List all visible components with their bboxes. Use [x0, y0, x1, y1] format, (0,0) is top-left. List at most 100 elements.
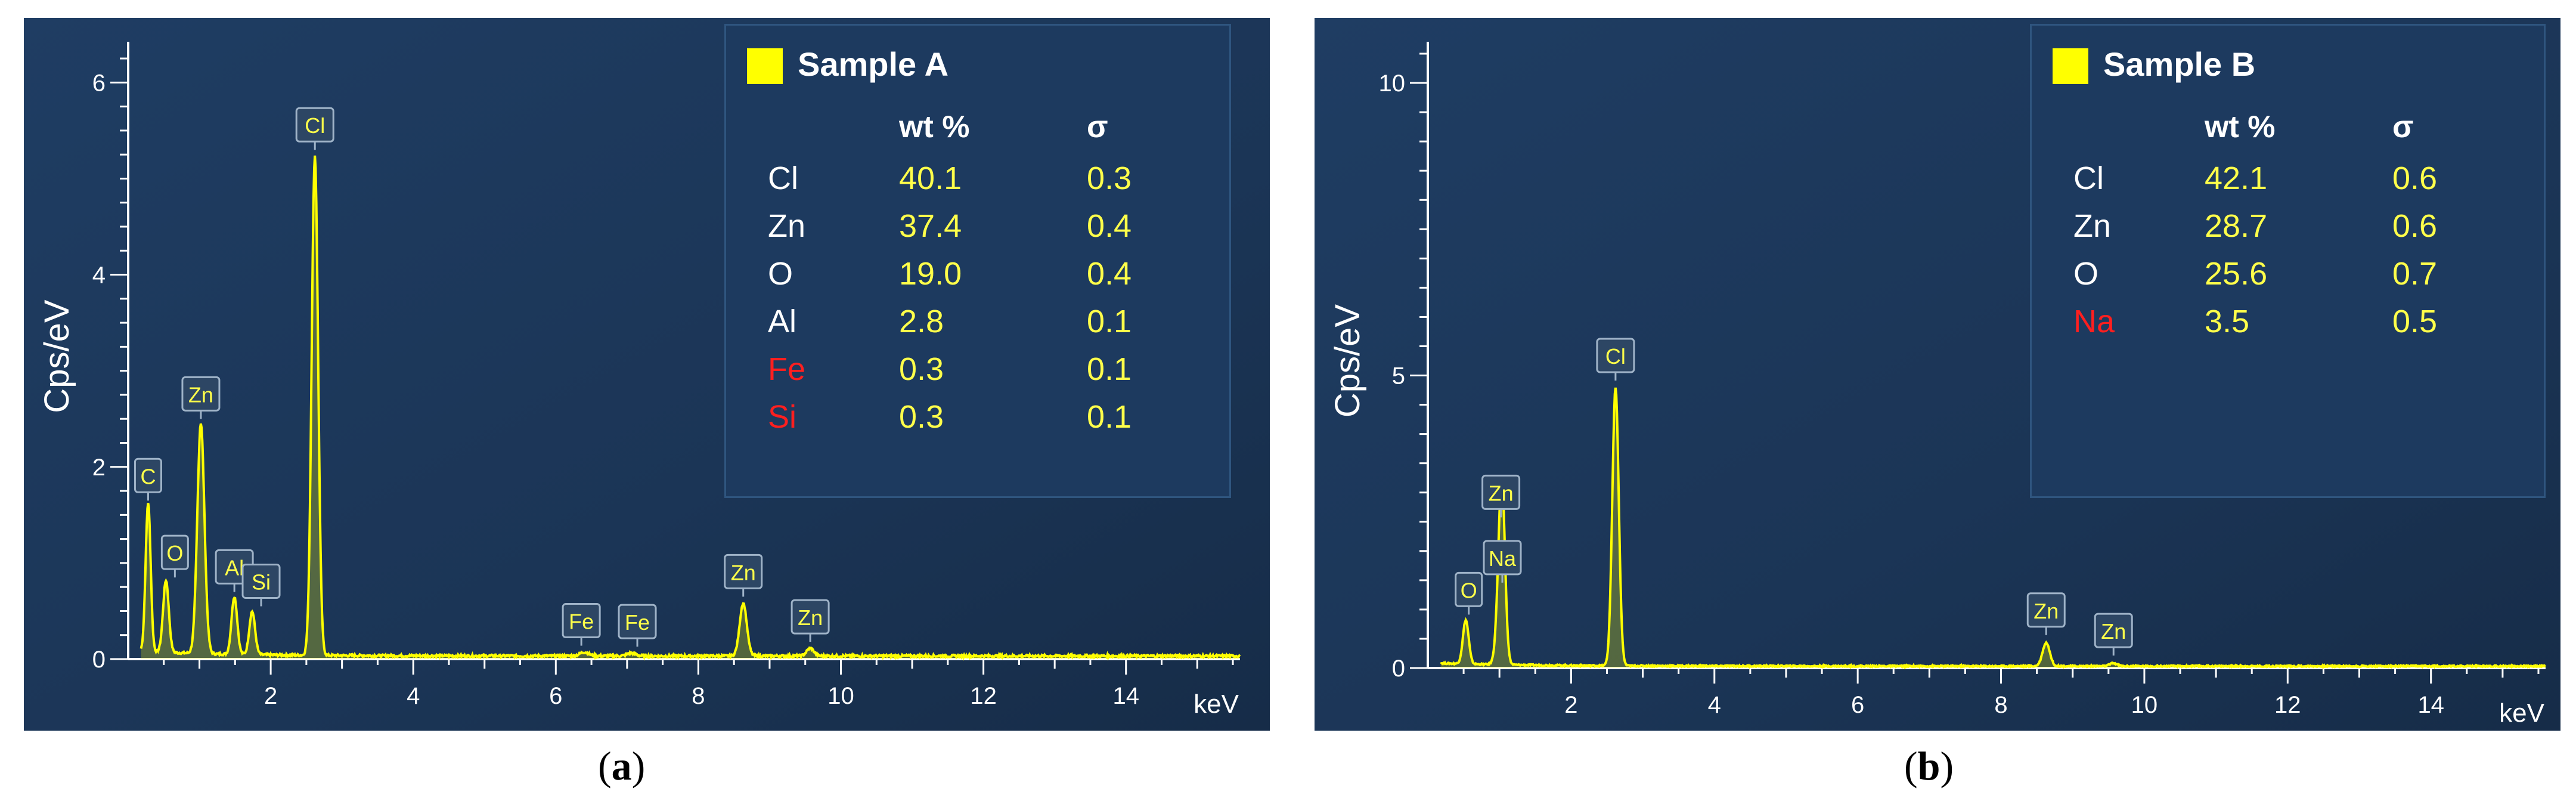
- peak-label: Zn: [1481, 474, 1521, 518]
- wt-cell: 2.8: [899, 304, 944, 339]
- x-tick-label: 8: [1994, 692, 2007, 718]
- table-row: Al 2.8 0.1: [726, 303, 1229, 351]
- peak-label-text: O: [1461, 578, 1477, 602]
- sigma-cell: 0.5: [2392, 304, 2438, 339]
- y-tick-label: 6: [92, 70, 106, 96]
- peak-label-text: Fe: [569, 610, 594, 634]
- element-cell: Cl: [2073, 160, 2104, 196]
- peak-label: Zn: [181, 376, 221, 419]
- peak-label-text: Al: [225, 555, 244, 580]
- x-tick-label: 8: [692, 683, 705, 709]
- spectrum-trace: [140, 155, 1241, 661]
- peak-label-text: Zn: [798, 605, 823, 630]
- legend-label-a: Sample A: [798, 45, 949, 83]
- peak-label-text: Cl: [305, 113, 325, 138]
- peak-label-text: Fe: [625, 610, 650, 635]
- table-row: Zn 37.4 0.4: [726, 208, 1229, 255]
- caption-letter-b: b: [1917, 743, 1940, 789]
- wt-cell: 25.6: [2205, 256, 2268, 292]
- x-tick-label: 6: [549, 683, 562, 709]
- x-tick-label: 2: [1564, 692, 1577, 718]
- element-cell: Na: [2073, 304, 2115, 339]
- y-tick-label: 4: [92, 262, 106, 289]
- x-tick-label: 4: [1708, 692, 1721, 718]
- element-cell: Al: [768, 304, 797, 339]
- peak-label: Fe: [618, 604, 657, 647]
- y-tick-label: 2: [92, 454, 106, 481]
- x-tick-label: 2: [264, 683, 277, 709]
- table-row: Na 3.5 0.5: [2032, 303, 2544, 351]
- x-tick-label: 14: [1112, 683, 1139, 709]
- x-axis-title: keV: [2499, 698, 2544, 728]
- element-cell: Cl: [768, 160, 798, 196]
- x-tick-label: 10: [2131, 692, 2158, 718]
- table-row: Zn 28.7 0.6: [2032, 208, 2544, 255]
- peak-label-text: C: [140, 464, 156, 488]
- header-sigma-b: σ: [2392, 110, 2414, 144]
- table-row: Cl 40.1 0.3: [726, 160, 1229, 208]
- y-axis-title: Cps/eV: [1328, 304, 1367, 418]
- table-row: O 25.6 0.7: [2032, 255, 2544, 303]
- results-table-b: Sample B wt % σ Cl 42.1 0.6 Zn 28.7 0.6 O 25.6 0…: [2030, 24, 2546, 498]
- sigma-cell: 0.6: [2392, 208, 2438, 244]
- wt-cell: 0.3: [899, 399, 944, 435]
- peak-label-text: O: [166, 541, 183, 565]
- x-tick-label: 6: [1851, 692, 1864, 718]
- element-cell: O: [768, 256, 793, 292]
- sigma-cell: 0.6: [2392, 160, 2438, 196]
- peak-label-text: Zn: [2101, 619, 2126, 644]
- peak-label-text: Na: [1489, 546, 1517, 571]
- table-row: Cl 42.1 0.6: [2032, 160, 2544, 208]
- sigma-cell: 0.4: [1087, 208, 1132, 244]
- caption-a: (a): [598, 743, 646, 789]
- header-sigma-a: σ: [1087, 110, 1108, 144]
- peak-label: Zn: [724, 554, 763, 597]
- peak-label-text: Zn: [188, 382, 213, 407]
- peak-label-text: Zn: [2033, 599, 2059, 623]
- y-tick-label: 5: [1392, 363, 1405, 389]
- x-tick-label: 4: [407, 683, 420, 709]
- element-cell: Fe: [768, 351, 806, 387]
- x-axis-title: keV: [1194, 689, 1239, 719]
- wt-cell: 40.1: [899, 160, 962, 196]
- sigma-cell: 0.3: [1087, 160, 1132, 196]
- peak-label: Cl: [295, 107, 334, 150]
- peak-label: Zn: [791, 599, 830, 642]
- legend-swatch-b: [2053, 48, 2088, 84]
- x-tick-label: 12: [2274, 692, 2301, 718]
- wt-cell: 28.7: [2205, 208, 2268, 244]
- element-cell: Zn: [768, 208, 806, 244]
- y-tick-label: 0: [1392, 656, 1405, 682]
- peak-label: Zn: [2094, 613, 2133, 656]
- caption-letter-a: a: [611, 743, 632, 789]
- peak-label: Si: [241, 564, 281, 607]
- header-wt-a: wt %: [899, 110, 970, 144]
- caption-b: (b): [1904, 743, 1954, 789]
- wt-cell: 19.0: [899, 256, 962, 292]
- element-cell: Si: [768, 399, 797, 435]
- x-tick-label: 10: [827, 683, 854, 709]
- peak-label: Zn: [2026, 592, 2066, 635]
- peak-label-text: Si: [252, 570, 271, 595]
- table-row: O 19.0 0.4: [726, 255, 1229, 303]
- legend-swatch-a: [747, 48, 783, 84]
- chart-panel-a: 2 4 6 8 10 12 14 keV 0 2 4 6 Cps/eV C O Zn Al Si Cl Fe Fe Zn Z…: [24, 18, 1270, 731]
- sigma-cell: 0.1: [1087, 304, 1132, 339]
- element-cell: Zn: [2073, 208, 2112, 244]
- chart-panel-b: 2 4 6 8 10 12 14 keV 0 5 10 Cps/eV O Zn Na Cl Zn Zn Sampl…: [1315, 18, 2560, 731]
- x-tick-label: 12: [970, 683, 997, 709]
- element-cell: O: [2073, 256, 2099, 292]
- wt-cell: 37.4: [899, 208, 962, 244]
- spectrum-trace: [1440, 387, 2546, 670]
- sigma-cell: 0.4: [1087, 256, 1132, 292]
- table-row: Fe 0.3 0.1: [726, 351, 1229, 398]
- peak-label-text: Cl: [1605, 344, 1626, 369]
- y-axis-title: Cps/eV: [38, 299, 76, 413]
- y-tick-label: 0: [92, 647, 106, 673]
- peak-label: O: [1455, 571, 1483, 615]
- wt-cell: 3.5: [2205, 304, 2250, 339]
- header-wt-b: wt %: [2205, 110, 2276, 144]
- sigma-cell: 0.1: [1087, 351, 1132, 387]
- peak-label: Fe: [562, 603, 601, 646]
- sigma-cell: 0.1: [1087, 399, 1132, 435]
